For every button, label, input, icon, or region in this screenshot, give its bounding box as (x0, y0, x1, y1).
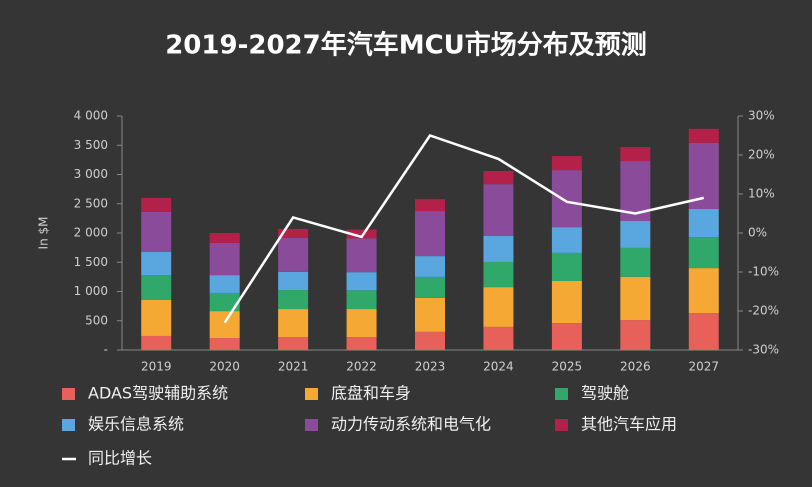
y2-tick-label: 10% (748, 187, 775, 201)
bar-segment (415, 331, 445, 350)
bar-segment (551, 156, 582, 171)
bar-segment (620, 221, 651, 248)
bar-segment (278, 290, 309, 310)
bar-segment (620, 276, 651, 321)
legend-label: 驾驶舱 (581, 384, 629, 403)
legend-label: 动力传动系统和电气化 (331, 415, 491, 434)
bar-segment (141, 275, 172, 300)
y2-tick-label: -30% (748, 343, 779, 357)
bar-segment (209, 275, 240, 293)
x-tick-label: 2026 (620, 360, 651, 374)
y2-tick-label: -20% (748, 304, 779, 318)
y-tick-label: 2 500 (74, 196, 108, 210)
bar-segment (483, 184, 514, 236)
chart-title: 2019-2027年汽车MCU市场分布及预测 (165, 30, 647, 61)
bar-segment (415, 256, 445, 277)
y2-tick-label: -10% (748, 265, 779, 279)
legend-marker (62, 388, 75, 400)
legend-marker (305, 419, 318, 431)
bar-segment (278, 228, 309, 238)
bar-segment (415, 211, 445, 257)
y-tick-label: 2 000 (74, 226, 108, 240)
y-tick-label: 3 000 (74, 167, 108, 181)
legend-label: 娱乐信息系统 (88, 415, 184, 434)
bar-segment (620, 247, 651, 277)
bar-segment (483, 326, 514, 350)
bar-segment (346, 229, 377, 239)
bar-segment (551, 323, 582, 350)
y-axis-label: In $M (37, 217, 51, 250)
x-tick-label: 2023 (415, 360, 446, 374)
bar-segment (551, 252, 582, 281)
y-tick-label: - (104, 343, 108, 357)
bar-segment (551, 170, 582, 228)
bar-segment (688, 128, 719, 143)
bar-segment (688, 209, 719, 238)
bar-segment (278, 271, 309, 291)
y-tick-label: 500 (85, 313, 108, 327)
legend-marker (62, 419, 75, 431)
legend-marker (305, 388, 318, 400)
legend-label: 底盘和车身 (331, 384, 411, 403)
legend-label: ADAS驾驶辅助系统 (88, 384, 228, 403)
bar-segment (278, 309, 309, 338)
bar-segment (141, 299, 172, 336)
y-tick-label: 1 000 (74, 284, 108, 298)
legend-label: 同比增长 (88, 449, 152, 468)
x-tick-label: 2022 (346, 360, 377, 374)
bar-segment (415, 276, 445, 298)
bar-segment (209, 233, 240, 243)
y2-tick-label: 30% (748, 109, 775, 123)
bar-segment (346, 337, 377, 350)
bar-segment (483, 287, 514, 327)
y-tick-label: 3 500 (74, 138, 108, 152)
bar-segment (346, 309, 377, 338)
bar-segment (209, 311, 240, 339)
bar-segment (209, 242, 240, 276)
y-tick-label: 4 000 (74, 109, 108, 123)
legend-marker (555, 388, 568, 400)
bar-segment (415, 297, 445, 332)
x-tick-label: 2024 (483, 360, 514, 374)
legend-label: 其他汽车应用 (581, 415, 677, 434)
x-tick-label: 2021 (278, 360, 309, 374)
x-tick-label: 2027 (689, 360, 720, 374)
bar-segment (620, 147, 651, 162)
bar-segment (278, 337, 309, 350)
line (223, 134, 705, 324)
bar-segment (688, 237, 719, 269)
bar-segment (141, 197, 172, 212)
bar-segment (551, 280, 582, 324)
bar-segment (346, 272, 377, 291)
bar-segment (483, 170, 514, 185)
bar-segment (620, 320, 651, 350)
bar-segment (483, 235, 514, 262)
legend-marker (555, 419, 568, 431)
bar-segment (346, 290, 377, 310)
bar-segment (551, 227, 582, 253)
x-tick-label: 2019 (141, 360, 172, 374)
x-tick-label: 2020 (209, 360, 240, 374)
y2-tick-label: 20% (748, 148, 775, 162)
bar-segment (209, 292, 240, 312)
bar-segment (483, 261, 514, 288)
bar-segment (688, 268, 719, 314)
bar-segment (141, 211, 172, 253)
bar-segment (209, 338, 240, 350)
bar-segment (415, 199, 445, 212)
bar-segment (688, 313, 719, 350)
x-tick-label: 2025 (552, 360, 583, 374)
bar-segment (141, 335, 172, 350)
y2-tick-label: 0% (748, 226, 767, 240)
bar-segment (278, 237, 309, 272)
y-tick-label: 1 500 (74, 255, 108, 269)
bar-segment (141, 252, 172, 276)
bar-segment (346, 238, 377, 273)
